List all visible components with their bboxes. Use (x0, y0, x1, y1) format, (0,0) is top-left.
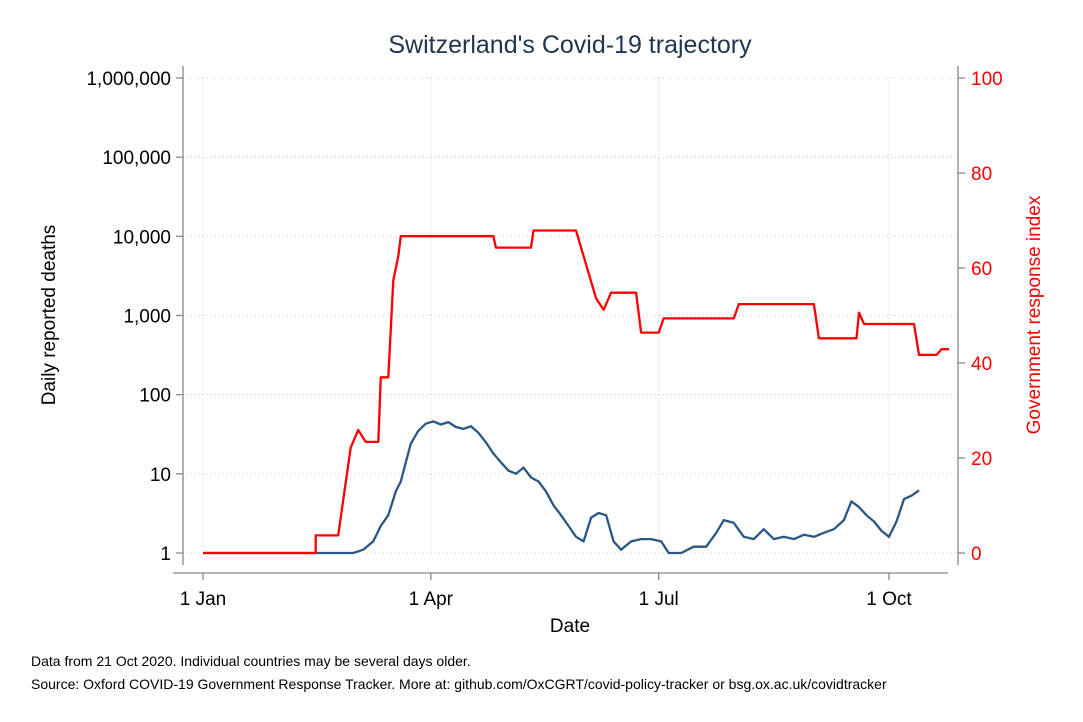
y-right-tick-label: 60 (971, 259, 992, 280)
y-right-tick-label: 0 (971, 544, 982, 565)
data-date-note: Data from 21 Oct 2020. Individual countr… (31, 653, 471, 669)
grid-lines (183, 77, 958, 554)
chart-title: Switzerland's Covid-19 trajectory (388, 31, 752, 59)
y-left-tick-label: 100 (139, 386, 171, 407)
y-left-tick-label: 10,000 (113, 227, 171, 248)
y-axis-right-title: Government response index (1024, 195, 1045, 434)
y-right-tick-label: 80 (971, 164, 992, 185)
axes: 1 10 100 1,000 10,000 100,000 1,000,000 0 20 40 60… (86, 66, 1003, 610)
y-right-tick-label: 40 (971, 354, 992, 375)
deaths-series-line (203, 420, 920, 555)
x-tick-label: 1 Jul (639, 589, 679, 610)
y-left-tick-label: 100,000 (102, 148, 171, 169)
y-left-tick-label: 1,000,000 (86, 69, 171, 90)
y-left-tick-label: 1 (160, 544, 171, 565)
x-tick-label: 1 Oct (866, 589, 912, 610)
y-right-tick-label: 100 (971, 69, 1003, 90)
series-layer (203, 229, 950, 555)
y-axis-left-title: Daily reported deaths (39, 225, 60, 406)
x-tick-label: 1 Apr (409, 589, 454, 610)
y-right-tick-label: 20 (971, 449, 992, 470)
x-axis-title: Date (550, 616, 590, 637)
response-index-series-line (203, 229, 950, 555)
x-tick-label: 1 Jan (180, 589, 226, 610)
source-note: Source: Oxford COVID-19 Government Respo… (31, 676, 887, 692)
y-left-tick-label: 10 (150, 465, 171, 486)
y-left-tick-label: 1,000 (123, 307, 171, 328)
